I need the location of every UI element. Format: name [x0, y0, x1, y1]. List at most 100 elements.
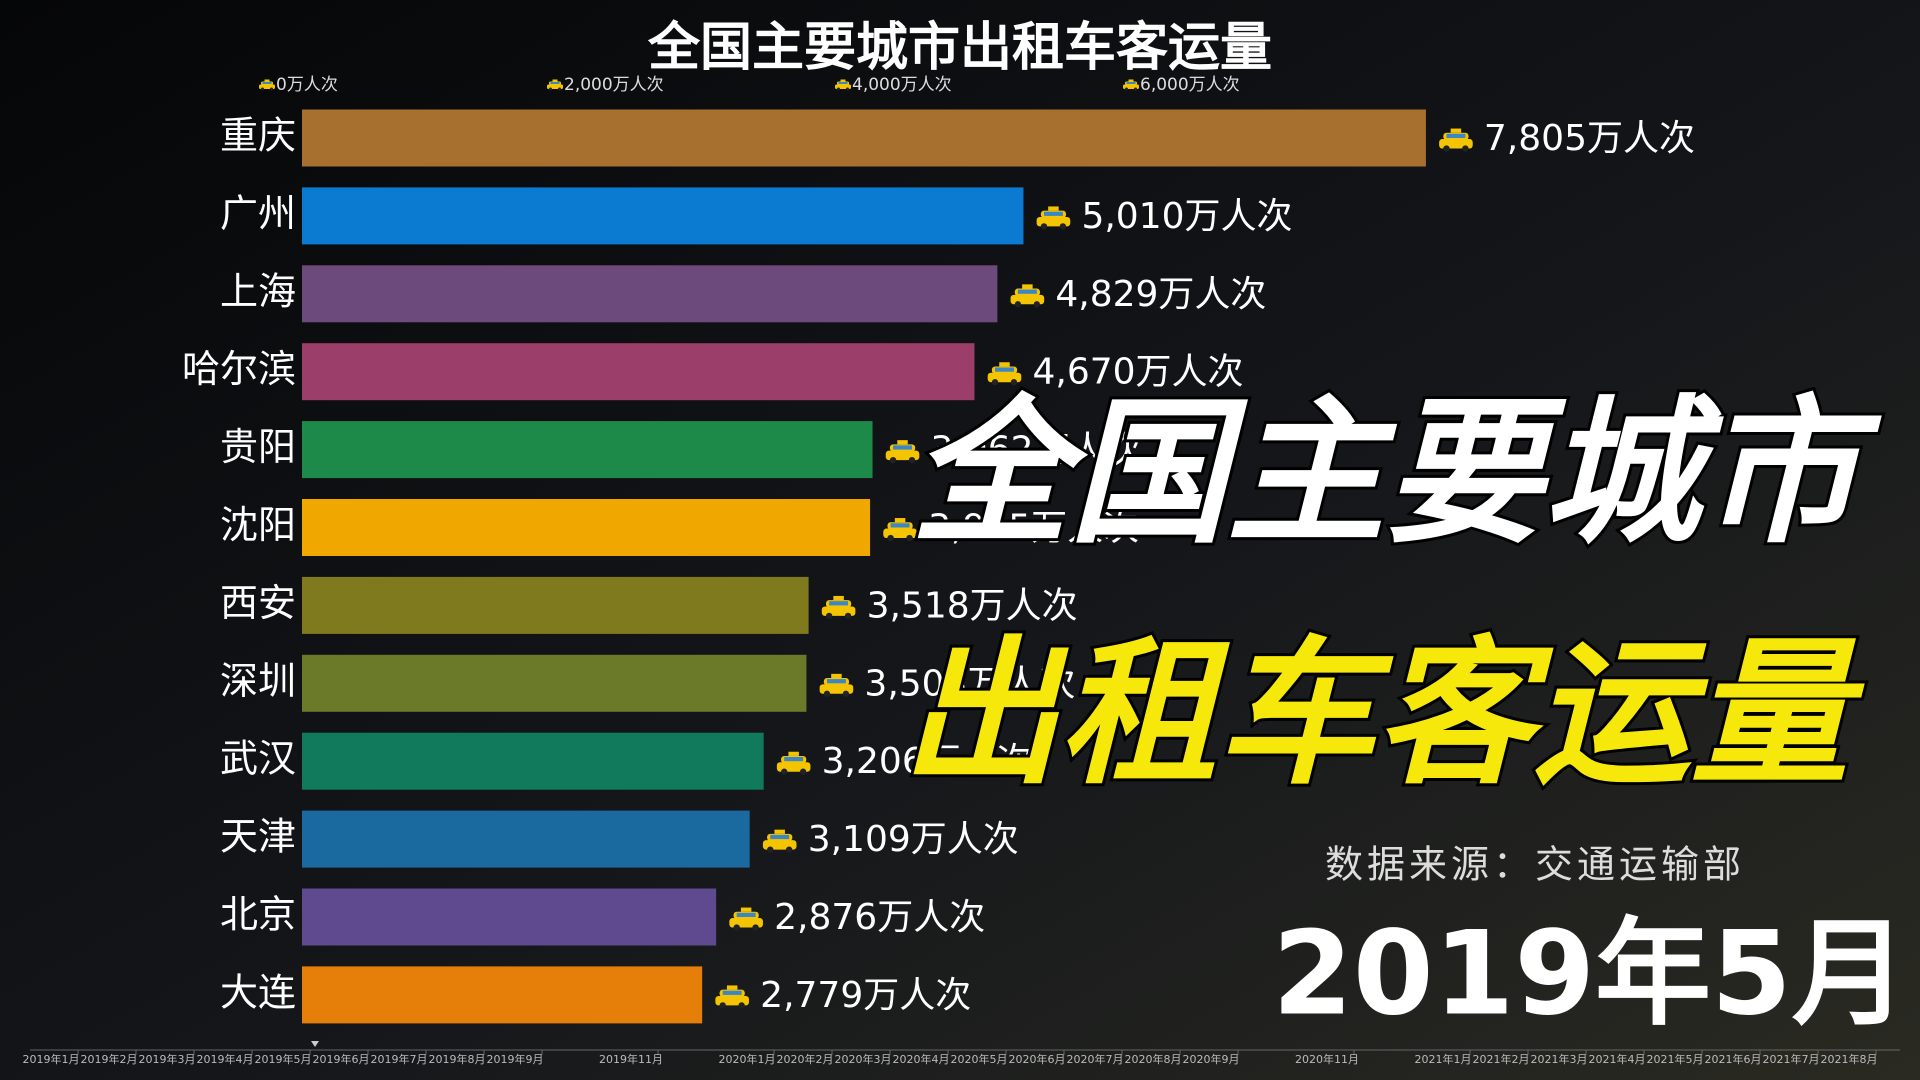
timeline-label: 2021年4月 — [1589, 1052, 1646, 1066]
timeline-label: 2020年11月 — [1295, 1052, 1359, 1066]
taxi-roof — [726, 985, 738, 990]
timeline-label: 2020年2月 — [777, 1052, 834, 1066]
taxi-icon — [885, 440, 920, 464]
value-label: 3,518万人次 — [867, 585, 1078, 626]
taxi-wheel — [799, 768, 807, 775]
taxi-wheel — [733, 924, 740, 931]
bar — [302, 654, 807, 712]
taxi-roof — [840, 79, 846, 82]
timeline-label: 2020年4月 — [893, 1052, 950, 1066]
taxi-window — [826, 679, 846, 684]
taxi-window — [893, 445, 912, 450]
taxi-window — [784, 757, 804, 762]
taxi-wheel — [1059, 223, 1067, 230]
taxi-wheel — [991, 379, 999, 386]
bar — [302, 187, 1024, 245]
bar — [302, 888, 717, 946]
bar — [302, 421, 873, 479]
bar — [302, 343, 975, 401]
taxi-wheel — [908, 456, 916, 464]
timeline-label: 2020年9月 — [1183, 1052, 1240, 1066]
taxi-icon — [776, 751, 811, 775]
category-label: 北京 — [220, 893, 296, 937]
taxi-wheel — [549, 87, 552, 91]
timeline-label: 2021年3月 — [1531, 1052, 1588, 1066]
taxi-wheel — [558, 87, 561, 91]
taxi-window — [1043, 211, 1063, 216]
x-tick-label: 0万人次 — [276, 75, 338, 95]
value-label: 3,945万人次 — [928, 508, 1139, 549]
taxi-icon — [1123, 79, 1139, 91]
bar — [302, 109, 1426, 167]
taxi-window — [770, 834, 790, 840]
taxi-wheel — [844, 612, 852, 620]
taxi-window — [550, 82, 560, 84]
taxi-window — [829, 601, 849, 606]
timeline-label: 2019年5月 — [255, 1052, 312, 1066]
taxi-wheel — [1443, 145, 1450, 152]
date-label: 2019年5月 — [1272, 907, 1908, 1042]
category-label: 天津 — [220, 815, 296, 859]
taxi-icon — [259, 79, 275, 91]
taxi-icon — [762, 829, 797, 853]
headline: 全国主要城市 — [911, 381, 1882, 565]
taxi-roof — [774, 829, 785, 834]
category-label: 武汉 — [220, 737, 296, 781]
timeline-label: 2020年1月 — [719, 1052, 776, 1066]
taxi-wheel — [846, 87, 849, 91]
taxi-wheel — [842, 690, 850, 697]
taxi-roof — [894, 518, 906, 523]
taxi-window — [722, 990, 742, 995]
taxi-icon — [987, 362, 1022, 386]
timeline-marker — [311, 1041, 319, 1047]
timeline-label: 2019年7月 — [371, 1052, 428, 1066]
taxi-icon — [715, 985, 749, 1009]
timeline-label: 2021年8月 — [1821, 1052, 1878, 1066]
taxi-wheel — [1033, 301, 1040, 308]
taxi-roof — [1128, 79, 1134, 82]
bar — [302, 810, 750, 868]
taxi-wheel — [738, 1002, 745, 1009]
taxi-wheel — [785, 846, 793, 853]
taxi-icon — [835, 79, 851, 91]
x-tick-label: 4,000万人次 — [852, 75, 952, 95]
taxi-icon — [729, 907, 763, 931]
category-label: 哈尔滨 — [182, 347, 296, 391]
timeline-label: 2021年1月 — [1415, 1052, 1472, 1066]
x-tick-label: 6,000万人次 — [1140, 75, 1240, 95]
bar — [302, 265, 998, 323]
taxi-wheel — [781, 768, 788, 775]
taxi-wheel — [719, 1002, 726, 1009]
timeline-label: 2019年3月 — [139, 1052, 196, 1066]
x-tick-label: 2,000万人次 — [564, 75, 664, 95]
bar — [302, 732, 764, 790]
taxi-wheel — [825, 612, 833, 620]
taxi-wheel — [887, 534, 894, 542]
taxi-window — [736, 912, 756, 917]
taxi-roof — [740, 907, 752, 912]
value-label: 4,829万人次 — [1055, 274, 1266, 315]
taxi-wheel — [752, 924, 759, 931]
timeline-label: 2020年5月 — [951, 1052, 1008, 1066]
taxi-wheel — [1010, 379, 1018, 386]
taxi-icon — [1439, 128, 1473, 152]
taxi-wheel — [1125, 87, 1128, 91]
timeline-label: 2020年8月 — [1125, 1052, 1182, 1066]
value-label: 3,109万人次 — [808, 819, 1019, 860]
taxi-window — [838, 82, 848, 84]
category-label: 大连 — [220, 970, 296, 1014]
category-label: 深圳 — [220, 659, 296, 703]
taxi-roof — [552, 79, 558, 82]
chart-title: 全国主要城市出租车客运量 — [647, 18, 1272, 78]
timeline-label: 2020年7月 — [1067, 1052, 1124, 1066]
value-label: 2,779万人次 — [760, 975, 971, 1016]
timeline-label: 2020年3月 — [835, 1052, 892, 1066]
value-label: 2,876万人次 — [774, 897, 985, 938]
taxi-roof — [833, 595, 844, 601]
value-label: 7,805万人次 — [1484, 118, 1695, 159]
bar — [302, 499, 871, 556]
subheadline: 出租车客运量 — [901, 622, 1865, 806]
value-label: 4,670万人次 — [1032, 352, 1243, 393]
value-label: 3,962万人次 — [931, 430, 1142, 471]
